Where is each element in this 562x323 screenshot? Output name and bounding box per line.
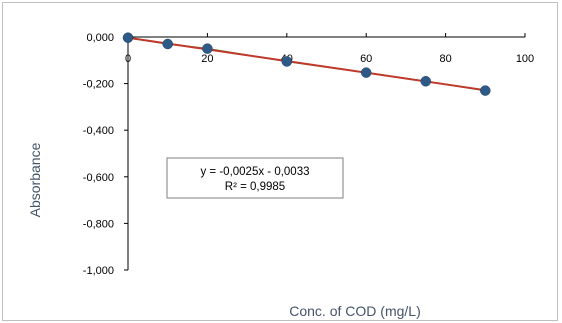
trendline-equation: y = -0,0025x - 0,0033 bbox=[200, 166, 309, 178]
y-tick-label: -0,400 bbox=[83, 125, 114, 137]
x-tick-label: 60 bbox=[360, 53, 372, 65]
y-tick-label: -1,000 bbox=[83, 265, 114, 277]
data-point bbox=[122, 32, 134, 43]
data-point bbox=[420, 76, 431, 87]
y-tick-label: 0,000 bbox=[86, 32, 114, 44]
data-marks bbox=[122, 32, 491, 96]
y-tick-label: -0,600 bbox=[83, 172, 114, 184]
x-tick-label: 20 bbox=[201, 53, 213, 65]
y-tick-label: -0,800 bbox=[83, 218, 114, 230]
x-tick-label: 80 bbox=[439, 53, 451, 65]
x-tick-label: 0 bbox=[125, 53, 131, 65]
trendline-r-squared: R² = 0,9985 bbox=[225, 181, 285, 193]
trendline-equation-box: y = -0,0025x - 0,0033 R² = 0,9985 bbox=[166, 157, 344, 199]
y-axis: 0,000 -0,200 -0,400 -0,600 -0,800 -1,000 bbox=[83, 32, 129, 277]
data-point bbox=[480, 85, 491, 96]
x-axis-title: Conc. of COD (mg/L) bbox=[289, 303, 420, 319]
x-tick-label: 100 bbox=[516, 53, 534, 65]
data-point bbox=[202, 43, 213, 54]
data-point bbox=[162, 38, 173, 50]
y-tick-label: -0,200 bbox=[83, 79, 114, 91]
trendline bbox=[127, 36, 486, 92]
data-point bbox=[281, 56, 293, 67]
y-axis-title: Absorbance bbox=[27, 142, 43, 217]
data-point bbox=[360, 67, 372, 78]
x-axis: 020406080100 bbox=[125, 33, 534, 65]
